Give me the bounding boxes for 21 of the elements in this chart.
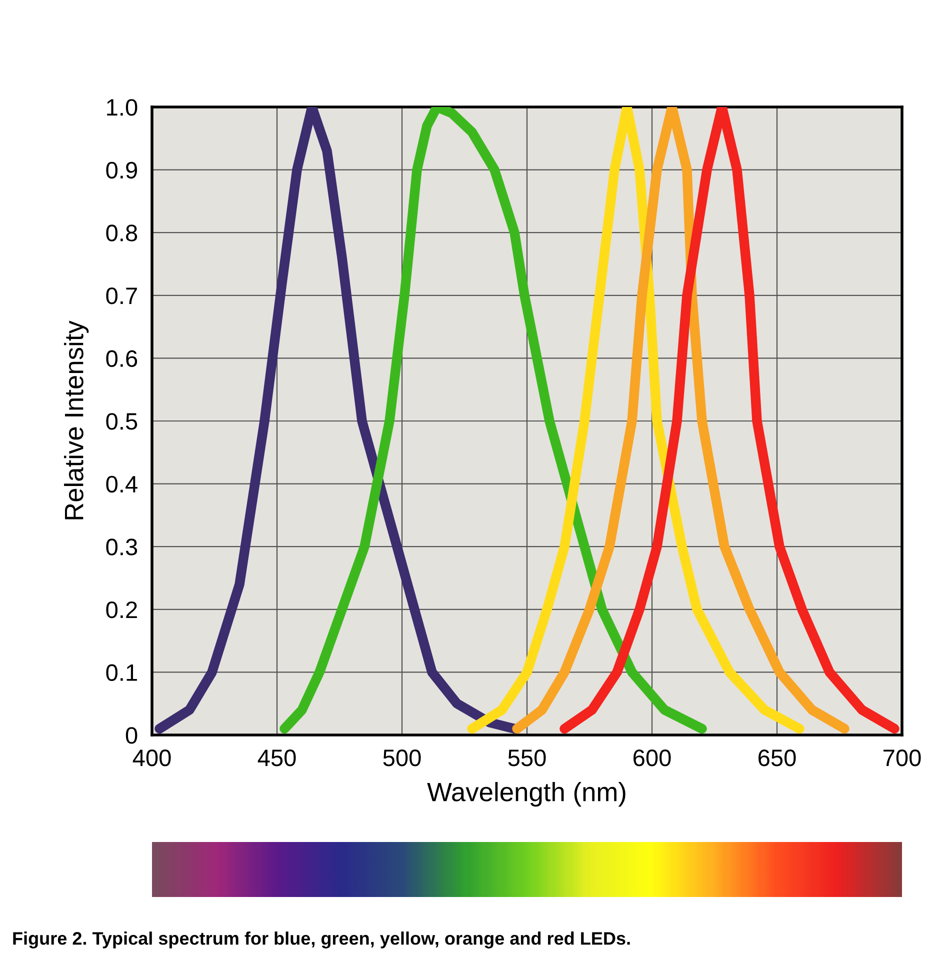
y-tick-label: 1.0 — [107, 99, 138, 116]
x-tick-label: 650 — [758, 750, 796, 766]
y-tick-label: 0.1 — [106, 664, 137, 681]
y-tick-label: 0.9 — [106, 162, 137, 179]
x-axis-title: Wavelength (nm) — [427, 782, 626, 807]
y-tick-label: 0.3 — [106, 538, 138, 556]
x-tick-label: 600 — [634, 750, 671, 766]
y-tick-label: 0.5 — [106, 413, 138, 430]
y-tick-label: 0.8 — [106, 224, 138, 242]
x-tick-label: 700 — [884, 750, 921, 766]
x-tick-label: 500 — [383, 750, 421, 766]
x-tick-label: 550 — [508, 750, 546, 766]
y-tick-label: 0.2 — [106, 601, 137, 618]
y-axis-title: Relative Intensity — [64, 320, 89, 520]
y-tick-label: 0.6 — [106, 350, 138, 367]
y-tick-label: 0.7 — [106, 287, 137, 304]
x-tick-label: 450 — [258, 750, 296, 766]
y-tick-label: 0.4 — [106, 476, 138, 493]
x-tick-label: 400 — [132, 750, 171, 766]
y-tick-label: 0 — [126, 727, 138, 744]
caption: Figure 2. Typical spectrum for blue, green, yellow, orange and red LEDs. — [13, 932, 630, 948]
